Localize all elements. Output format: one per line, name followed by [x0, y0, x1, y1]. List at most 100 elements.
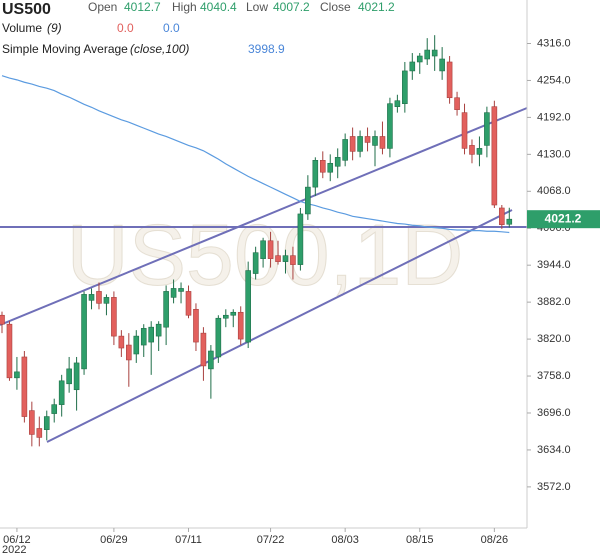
open-value: 4012.7 [124, 0, 161, 14]
symbol: US500 [2, 1, 51, 18]
candle-body [439, 58, 445, 72]
sma-label: Simple Moving Average [2, 42, 128, 56]
volume-param: (9) [47, 21, 62, 35]
candle-body [402, 70, 408, 104]
y-tick-label: 3882.0 [537, 296, 571, 308]
low-label: Low [246, 0, 268, 14]
sma-value: 3998.9 [248, 42, 285, 56]
candle-body [319, 160, 326, 173]
y-tick-label: 4068.0 [537, 185, 571, 197]
price-tag [527, 210, 600, 229]
candle-body [454, 97, 460, 110]
y-tick-label: 4316.0 [537, 37, 571, 49]
candle-body [36, 428, 43, 438]
candle-body [66, 368, 72, 385]
candle-body [245, 270, 251, 343]
candle-body [73, 362, 80, 391]
candle-body [357, 136, 363, 152]
close-value: 4021.2 [358, 0, 395, 14]
candle-body [267, 240, 274, 259]
candle-body [409, 61, 416, 72]
candle-body [223, 314, 229, 319]
candle-body [43, 416, 50, 430]
candle-body [506, 218, 513, 225]
price-tag-label: 4021.2 [545, 211, 582, 225]
candle-body [484, 112, 490, 146]
trend-line-lower [46, 209, 513, 443]
x-year-label: 2022 [2, 544, 26, 556]
candle-body [461, 112, 468, 149]
candle-body [88, 294, 95, 301]
candle-body [0, 314, 5, 325]
candle-body [155, 323, 162, 337]
candle-body [394, 100, 401, 107]
x-tick-label: 08/26 [481, 534, 509, 546]
candle-body [252, 252, 259, 274]
low-value: 4007.2 [273, 0, 310, 14]
x-tick-label: 07/11 [175, 534, 202, 546]
candle-body [111, 297, 117, 337]
candle-body [431, 49, 438, 57]
candle-body [118, 335, 125, 349]
candle-body [297, 213, 304, 265]
x-tick-label: 06/29 [100, 534, 128, 546]
y-tick-label: 4130.0 [537, 148, 571, 160]
candle-body [282, 255, 289, 262]
candle-body [312, 160, 319, 188]
sma-line [1, 75, 510, 234]
candle-body [193, 308, 199, 343]
candle-body [260, 240, 266, 259]
y-tick-label: 3820.0 [537, 333, 571, 345]
candle-body [342, 139, 348, 161]
candle-body [103, 297, 110, 304]
x-tick-label: 06/12 [3, 534, 31, 546]
candle-body [133, 335, 140, 355]
candle-body [96, 291, 102, 304]
y-tick-label: 3696.0 [537, 407, 571, 419]
sma-param: (close,100) [130, 42, 189, 56]
high-label: High [172, 0, 197, 14]
y-tick-label: 3634.0 [537, 444, 571, 456]
volume-ma-value: 0.0 [163, 21, 180, 35]
trend-line-upper [0, 107, 528, 326]
candle-body [290, 255, 296, 265]
candle-body [178, 288, 184, 292]
y-tick-label: 4254.0 [537, 74, 571, 86]
candle-body [275, 255, 281, 262]
candle-body [230, 311, 237, 316]
candle-body [387, 103, 393, 149]
candle-body [379, 136, 386, 149]
candle-body [6, 323, 13, 379]
candle-body [372, 136, 378, 146]
candle-body [126, 344, 132, 361]
candle-body [499, 207, 505, 225]
open-label: Open [88, 0, 117, 14]
volume-value: 0.0 [117, 21, 134, 35]
candle-body [29, 410, 35, 435]
volume-label: Volume [2, 21, 42, 35]
candle-body [170, 288, 177, 298]
x-tick-label: 08/03 [331, 534, 359, 546]
candle-body [185, 291, 192, 316]
candle-body [148, 326, 154, 343]
candle-body [446, 61, 453, 99]
x-tick-label: 08/15 [406, 534, 434, 546]
candle-body [491, 106, 498, 206]
candle-body [349, 136, 356, 152]
candle-body [476, 148, 483, 155]
candle-body [21, 356, 28, 417]
candle-body [237, 311, 244, 340]
close-label: Close [320, 0, 351, 14]
candle-body [51, 404, 58, 414]
candle-body [416, 55, 423, 63]
candle-body [58, 380, 65, 405]
candle-body [364, 136, 371, 143]
candle-body [14, 371, 20, 379]
candle-body [215, 317, 222, 358]
x-tick-label: 07/22 [257, 534, 285, 546]
candle-body [327, 162, 334, 173]
y-tick-label: 3572.0 [537, 481, 571, 493]
candle-body [305, 186, 311, 215]
candle-body [200, 332, 207, 367]
